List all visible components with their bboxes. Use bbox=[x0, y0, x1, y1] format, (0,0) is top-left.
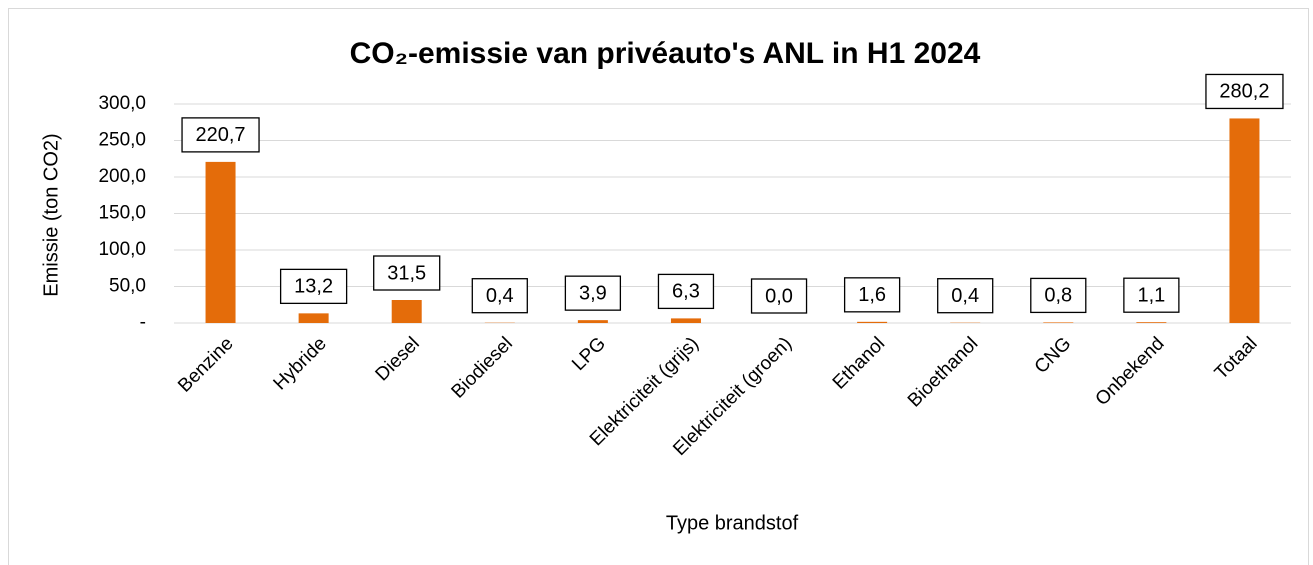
data-label: 3,9 bbox=[579, 282, 607, 304]
data-label-box bbox=[1205, 73, 1284, 110]
bar bbox=[1229, 118, 1260, 323]
data-label: 0,8 bbox=[1044, 285, 1072, 307]
data-label: 31,5 bbox=[387, 262, 426, 284]
bar bbox=[577, 320, 608, 323]
bar bbox=[857, 321, 888, 323]
bar bbox=[1043, 322, 1074, 323]
data-label-box bbox=[471, 278, 528, 314]
data-label: 0,0 bbox=[765, 285, 793, 307]
data-label: 280,2 bbox=[1219, 81, 1269, 103]
y-axis-label: Emissie (ton CO2) bbox=[40, 133, 62, 296]
data-label-box bbox=[937, 278, 994, 314]
data-label: 0,4 bbox=[951, 285, 979, 307]
y-tick-label: - bbox=[140, 312, 146, 333]
bar bbox=[205, 161, 236, 323]
y-tick-label: 100,0 bbox=[98, 239, 146, 260]
y-tick-label: 250,0 bbox=[98, 130, 146, 151]
data-label: 6,3 bbox=[672, 281, 700, 303]
data-label: 1,1 bbox=[1137, 284, 1165, 306]
data-label: 0,4 bbox=[486, 285, 514, 307]
data-label-box bbox=[843, 277, 901, 313]
data-label: 13,2 bbox=[294, 276, 333, 298]
data-label-box bbox=[181, 117, 260, 153]
data-label-box bbox=[279, 268, 348, 305]
data-label-box bbox=[564, 275, 622, 311]
y-tick-label: 200,0 bbox=[98, 166, 146, 187]
data-label: 220,7 bbox=[196, 124, 246, 146]
bar bbox=[1136, 322, 1167, 323]
x-axis-label: Type brandstof bbox=[666, 512, 799, 534]
data-label-box bbox=[373, 255, 441, 291]
chart-title: CO₂-emissie van privéauto's ANL in H1 20… bbox=[350, 37, 981, 70]
data-label: 1,6 bbox=[858, 284, 886, 306]
bar bbox=[670, 318, 701, 323]
data-label-box bbox=[657, 273, 715, 310]
y-tick-label: 150,0 bbox=[98, 203, 146, 224]
y-tick-label: 300,0 bbox=[98, 93, 146, 114]
bar bbox=[391, 300, 422, 323]
data-label-box bbox=[1123, 277, 1180, 313]
bar bbox=[298, 313, 329, 323]
y-tick-label: 50,0 bbox=[109, 276, 146, 297]
data-label-box bbox=[750, 278, 808, 314]
data-label-box bbox=[1030, 277, 1087, 314]
